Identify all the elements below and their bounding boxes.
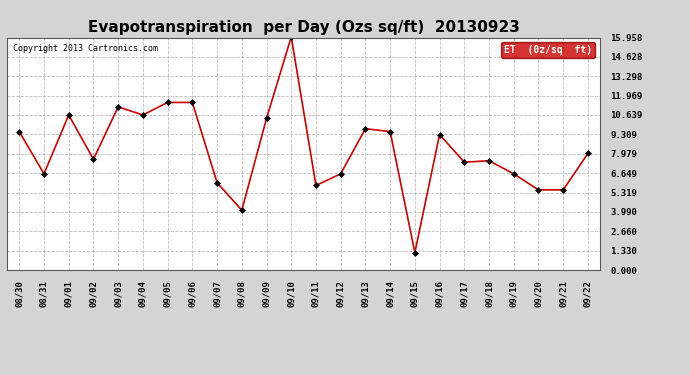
Legend: ET  (0z/sq  ft): ET (0z/sq ft) (502, 42, 595, 58)
Title: Evapotranspiration  per Day (Ozs sq/ft)  20130923: Evapotranspiration per Day (Ozs sq/ft) 2… (88, 20, 520, 35)
Text: Copyright 2013 Cartronics.com: Copyright 2013 Cartronics.com (13, 45, 158, 54)
